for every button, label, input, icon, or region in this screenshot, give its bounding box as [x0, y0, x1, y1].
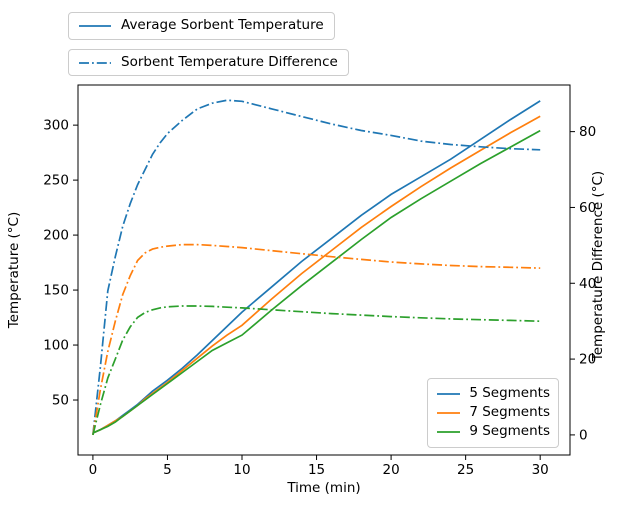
legend-line-style-solid: Average Sorbent Temperature — [68, 12, 335, 40]
orange-line-sample-icon — [437, 412, 461, 414]
x-axis-label: Time (min) — [286, 480, 360, 496]
green-line-sample-icon — [437, 431, 461, 433]
y-tick-label-left: 150 — [43, 283, 69, 299]
y-tick-label-right: 40 — [579, 276, 596, 292]
legend-entry-label: 5 Segments — [469, 385, 550, 402]
y-tick-label-left: 300 — [43, 118, 69, 134]
legend-entry: 5 Segments — [436, 387, 550, 401]
x-tick-label: 30 — [532, 462, 549, 478]
solid-line-sample-icon — [79, 25, 111, 27]
series-line-3 — [92, 99, 541, 435]
dashdot-line-sample-icon — [79, 61, 111, 64]
legend-entry-label: Average Sorbent Temperature — [121, 17, 324, 34]
y-axis-label-left: Temperature (°C) — [6, 212, 22, 330]
y-axis-label-right: Temperature Difference (°C) — [590, 171, 606, 362]
x-tick-label: 10 — [233, 462, 250, 478]
series-line-2 — [92, 129, 541, 434]
legend-entry: 7 Segments — [436, 406, 550, 420]
x-tick-label: 0 — [89, 462, 98, 478]
x-tick-label: 20 — [382, 462, 399, 478]
curves-layer — [92, 99, 541, 436]
series-line-0 — [92, 100, 541, 434]
y-tick-label-right: 60 — [579, 200, 596, 216]
y-tick-label-left: 100 — [43, 338, 69, 354]
series-line-5 — [92, 305, 541, 436]
y-tick-label-left: 200 — [43, 228, 69, 244]
y-tick-label-right: 0 — [579, 427, 588, 443]
legend-entry-label: Sorbent Temperature Difference — [121, 53, 338, 70]
blue-line-sample-icon — [437, 393, 461, 395]
legend-entry: Average Sorbent Temperature — [78, 19, 324, 33]
legend-entry: 9 Segments — [436, 425, 550, 439]
legend-line-style-dashdot: Sorbent Temperature Difference — [68, 49, 349, 76]
x-tick-label: 5 — [163, 462, 172, 478]
axes-spines — [77, 84, 571, 456]
series-line-4 — [92, 243, 541, 436]
axes-layer: 0 5 10 15 20 25 30 50 100 150 200 250 300 0 20 40 60 80 — [43, 84, 596, 478]
x-tick-label: 15 — [308, 462, 325, 478]
y-tick-label-left: 250 — [43, 173, 69, 189]
y-tick-label-right: 20 — [579, 352, 596, 368]
legend-segments: 5 Segments 7 Segments 9 Segments — [427, 378, 559, 448]
x-tick-label: 25 — [457, 462, 474, 478]
legend-entry-label: 7 Segments — [469, 404, 550, 421]
y-tick-label-left: 50 — [52, 393, 69, 409]
y-tick-label-right: 80 — [579, 124, 596, 140]
legend-entry: Sorbent Temperature Difference — [78, 53, 338, 70]
legend-entry-label: 9 Segments — [469, 423, 550, 440]
